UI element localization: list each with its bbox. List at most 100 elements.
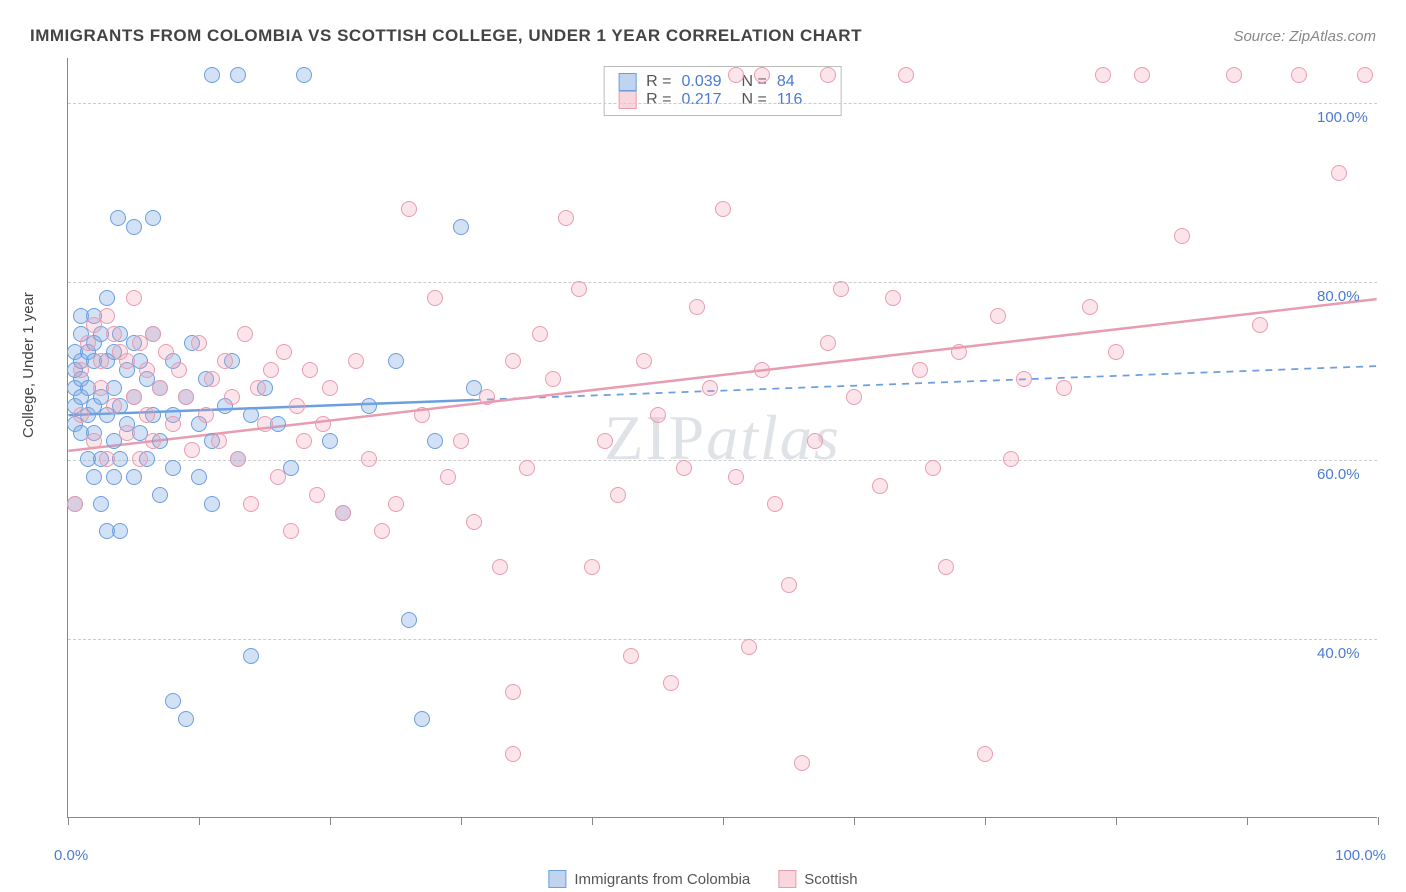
x-tick (68, 817, 69, 825)
data-point-pink (67, 496, 83, 512)
data-point-pink (794, 755, 810, 771)
data-point-pink (165, 416, 181, 432)
scatter-chart: ZIPatlas R = 0.039 N = 84 R = 0.217 N = … (67, 58, 1377, 818)
data-point-pink (106, 398, 122, 414)
y-tick-label: 100.0% (1317, 109, 1368, 126)
legend-item-blue: Immigrants from Colombia (548, 870, 750, 888)
data-point-pink (132, 451, 148, 467)
data-point-pink (636, 353, 652, 369)
data-point-pink (211, 433, 227, 449)
data-point-pink (106, 326, 122, 342)
data-point-pink (558, 210, 574, 226)
data-point-pink (257, 416, 273, 432)
data-point-pink (728, 67, 744, 83)
data-point-pink (388, 496, 404, 512)
data-point-pink (361, 451, 377, 467)
x-tick (854, 817, 855, 825)
data-point-pink (453, 433, 469, 449)
r-value-blue: 0.039 (682, 73, 732, 91)
r-value-pink: 0.217 (682, 91, 732, 109)
data-point-pink (1003, 451, 1019, 467)
data-point-pink (99, 451, 115, 467)
data-point-pink (741, 639, 757, 655)
data-point-blue (178, 711, 194, 727)
x-tick (985, 817, 986, 825)
data-point-pink (119, 425, 135, 441)
data-point-pink (224, 389, 240, 405)
data-point-blue (99, 290, 115, 306)
data-point-pink (126, 389, 142, 405)
x-tick (723, 817, 724, 825)
y-tick-label: 80.0% (1317, 288, 1360, 305)
data-point-pink (650, 407, 666, 423)
data-point-pink (597, 433, 613, 449)
data-point-pink (505, 684, 521, 700)
data-point-pink (217, 353, 233, 369)
data-point-blue (204, 67, 220, 83)
data-point-pink (479, 389, 495, 405)
data-point-pink (348, 353, 364, 369)
data-point-pink (230, 451, 246, 467)
data-point-pink (315, 416, 331, 432)
data-point-pink (73, 407, 89, 423)
data-point-pink (237, 326, 253, 342)
gridline (68, 460, 1377, 461)
data-point-blue (165, 693, 181, 709)
data-point-blue (296, 67, 312, 83)
data-point-pink (93, 380, 109, 396)
data-point-pink (689, 299, 705, 315)
data-point-pink (519, 460, 535, 476)
x-axis-min-label: 0.0% (54, 847, 88, 864)
x-axis-max-label: 100.0% (1335, 847, 1386, 864)
legend-label-blue: Immigrants from Colombia (574, 871, 750, 888)
data-point-pink (938, 559, 954, 575)
data-point-pink (820, 335, 836, 351)
data-point-pink (171, 362, 187, 378)
data-point-pink (492, 559, 508, 575)
data-point-pink (977, 746, 993, 762)
data-point-pink (754, 362, 770, 378)
data-point-pink (93, 353, 109, 369)
data-point-pink (289, 398, 305, 414)
data-point-blue (165, 460, 181, 476)
data-point-pink (833, 281, 849, 297)
data-point-blue (110, 210, 126, 226)
data-point-pink (414, 407, 430, 423)
data-point-blue (106, 469, 122, 485)
data-point-blue (427, 433, 443, 449)
data-point-pink (885, 290, 901, 306)
source-label: Source: ZipAtlas.com (1233, 28, 1376, 45)
data-point-pink (152, 380, 168, 396)
data-point-pink (198, 407, 214, 423)
gridline (68, 282, 1377, 283)
data-point-blue (191, 469, 207, 485)
data-point-pink (1252, 317, 1268, 333)
n-value-pink: 116 (777, 91, 827, 109)
gridline (68, 103, 1377, 104)
data-point-blue (453, 219, 469, 235)
data-point-pink (1108, 344, 1124, 360)
swatch-blue (618, 73, 636, 91)
data-point-blue (126, 469, 142, 485)
legend-item-pink: Scottish (778, 870, 857, 888)
data-point-pink (571, 281, 587, 297)
data-point-pink (401, 201, 417, 217)
data-point-pink (243, 496, 259, 512)
data-point-pink (86, 433, 102, 449)
data-point-pink (610, 487, 626, 503)
data-point-blue (86, 469, 102, 485)
data-point-pink (440, 469, 456, 485)
data-point-blue (204, 496, 220, 512)
data-point-blue (230, 67, 246, 83)
data-point-pink (270, 469, 286, 485)
data-point-pink (374, 523, 390, 539)
data-point-pink (263, 362, 279, 378)
data-point-blue (361, 398, 377, 414)
data-point-pink (1174, 228, 1190, 244)
x-tick (1378, 817, 1379, 825)
data-point-pink (715, 201, 731, 217)
swatch-pink (618, 91, 636, 109)
data-point-blue (243, 648, 259, 664)
data-point-pink (912, 362, 928, 378)
data-point-pink (302, 362, 318, 378)
